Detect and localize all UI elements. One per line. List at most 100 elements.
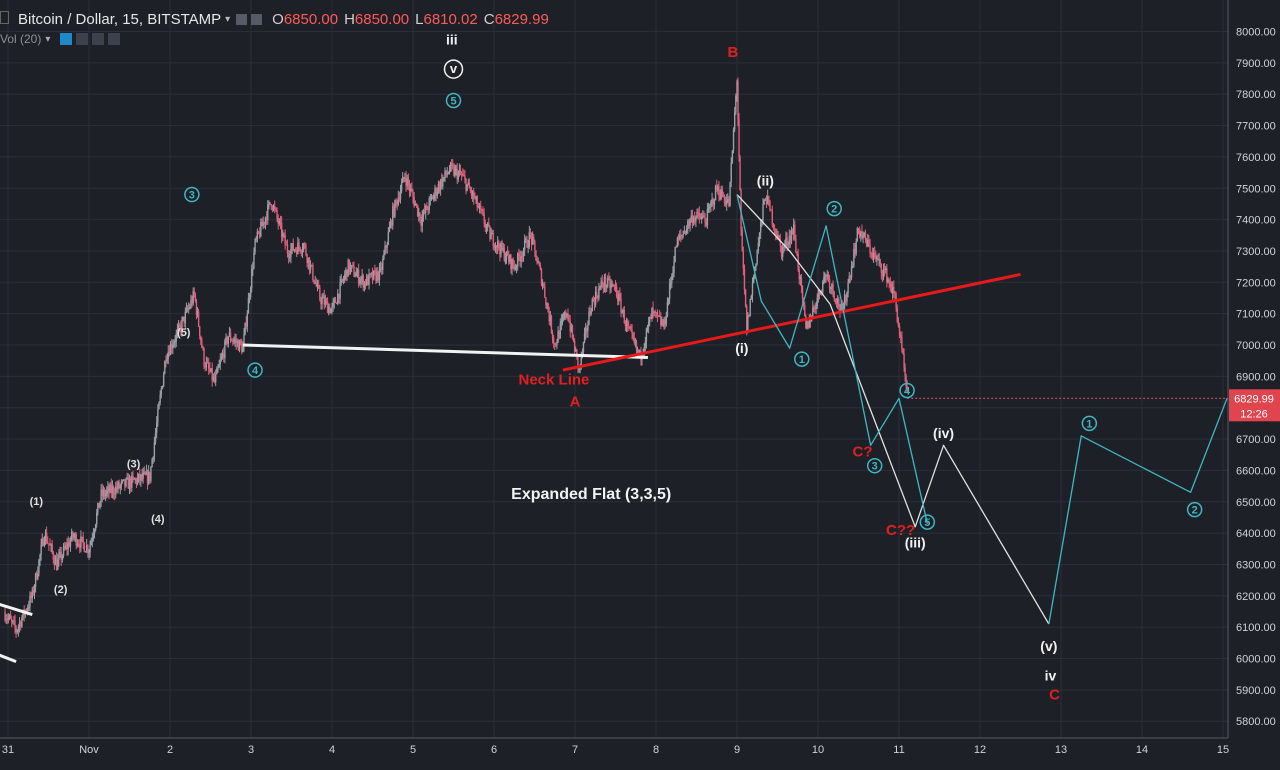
candle-body xyxy=(478,205,481,208)
candle-body xyxy=(465,178,467,191)
volume-label[interactable]: Vol (20) xyxy=(0,32,42,46)
candle-body xyxy=(220,356,223,361)
candle-body xyxy=(756,251,758,264)
candle-body xyxy=(780,245,783,257)
candle-body xyxy=(763,200,765,205)
candle-body xyxy=(278,220,281,224)
candle-body xyxy=(656,312,659,316)
candle-body xyxy=(770,209,772,211)
candle-body xyxy=(773,228,776,230)
candle-body xyxy=(820,291,823,293)
candle-body xyxy=(133,477,135,480)
candle-body xyxy=(721,189,723,197)
candle-body xyxy=(51,544,53,553)
symbol-title[interactable]: Bitcoin / Dollar, 15, BITSTAMP xyxy=(18,10,222,28)
candle-body xyxy=(573,340,576,352)
candle-body xyxy=(830,287,832,289)
candle-body xyxy=(550,316,553,333)
candle-body xyxy=(324,300,327,305)
candle-body xyxy=(49,544,51,546)
candle-body xyxy=(471,191,474,196)
candle-body xyxy=(663,319,665,327)
candle-body xyxy=(759,222,762,233)
candle-body xyxy=(395,200,397,202)
wave-label: (4) xyxy=(151,513,165,525)
candle-body xyxy=(854,248,856,254)
candle-body xyxy=(152,456,154,460)
candle-body xyxy=(206,361,209,363)
candle-body xyxy=(304,243,306,246)
candle-body xyxy=(287,253,290,258)
candle-body xyxy=(271,206,274,210)
candle-body xyxy=(442,178,444,187)
candle-body xyxy=(534,241,536,251)
candle-body xyxy=(568,320,570,322)
candle-body xyxy=(825,275,827,277)
candle-body xyxy=(292,243,294,251)
candle-body xyxy=(150,467,152,481)
candle-body xyxy=(847,282,849,294)
candle-body xyxy=(537,262,539,264)
candle-body xyxy=(521,256,524,258)
candle-body xyxy=(168,351,171,356)
candle-body xyxy=(861,231,863,238)
candle-body xyxy=(76,544,79,546)
candle-body xyxy=(660,316,662,326)
candle-body xyxy=(643,347,645,353)
hide-icon[interactable] xyxy=(251,13,263,25)
candle-body xyxy=(431,197,434,200)
candle-body xyxy=(425,205,427,213)
settings-icon[interactable] xyxy=(76,33,89,45)
candle-body xyxy=(375,271,377,282)
wave-label: 3 xyxy=(872,461,878,473)
candle-body xyxy=(40,544,42,555)
candle-body xyxy=(43,540,46,546)
candle-body xyxy=(142,473,144,479)
expand-toggle[interactable] xyxy=(0,11,9,24)
candle-body xyxy=(543,283,545,287)
add-icon[interactable] xyxy=(92,33,105,45)
candle-body xyxy=(194,293,197,302)
candle-body xyxy=(704,217,706,223)
candle-body xyxy=(272,205,275,210)
candle-body xyxy=(60,551,62,560)
candle-body xyxy=(5,618,7,621)
candle-body xyxy=(205,361,208,368)
candle-body xyxy=(378,267,381,281)
candle-body xyxy=(242,346,244,353)
candle-body xyxy=(238,340,241,351)
chevron-down-icon[interactable]: ▾ xyxy=(45,33,51,45)
candle-body xyxy=(567,313,569,321)
wave-label: 3 xyxy=(189,190,195,202)
candle-body xyxy=(903,353,905,368)
chevron-down-icon[interactable]: ▾ xyxy=(225,13,231,25)
candle-body xyxy=(845,294,847,302)
candle-body xyxy=(191,299,193,304)
candle-body xyxy=(308,257,311,270)
candle-body xyxy=(842,307,845,309)
candle-body xyxy=(605,285,608,288)
eye-icon[interactable] xyxy=(60,33,73,45)
candle-body xyxy=(783,246,785,248)
candle-body xyxy=(315,282,318,287)
open-value: 6850.00 xyxy=(283,10,339,28)
settings-icon[interactable] xyxy=(236,13,248,25)
candle-body xyxy=(41,538,43,545)
wave-label: iii xyxy=(446,31,458,47)
candle-body xyxy=(688,220,690,226)
candle-body xyxy=(54,558,57,566)
candle-body xyxy=(230,340,233,342)
candle-body xyxy=(386,244,388,248)
candle-body xyxy=(453,166,455,176)
candle-body xyxy=(196,311,199,315)
candle-body xyxy=(862,235,864,238)
candle-body xyxy=(184,311,187,324)
close-icon[interactable] xyxy=(108,33,121,45)
candle-body xyxy=(800,277,803,287)
candle-body xyxy=(112,486,115,494)
candle-body xyxy=(356,269,359,274)
candle-body xyxy=(649,316,651,323)
candle-body xyxy=(529,232,532,234)
candle-body xyxy=(102,490,105,496)
